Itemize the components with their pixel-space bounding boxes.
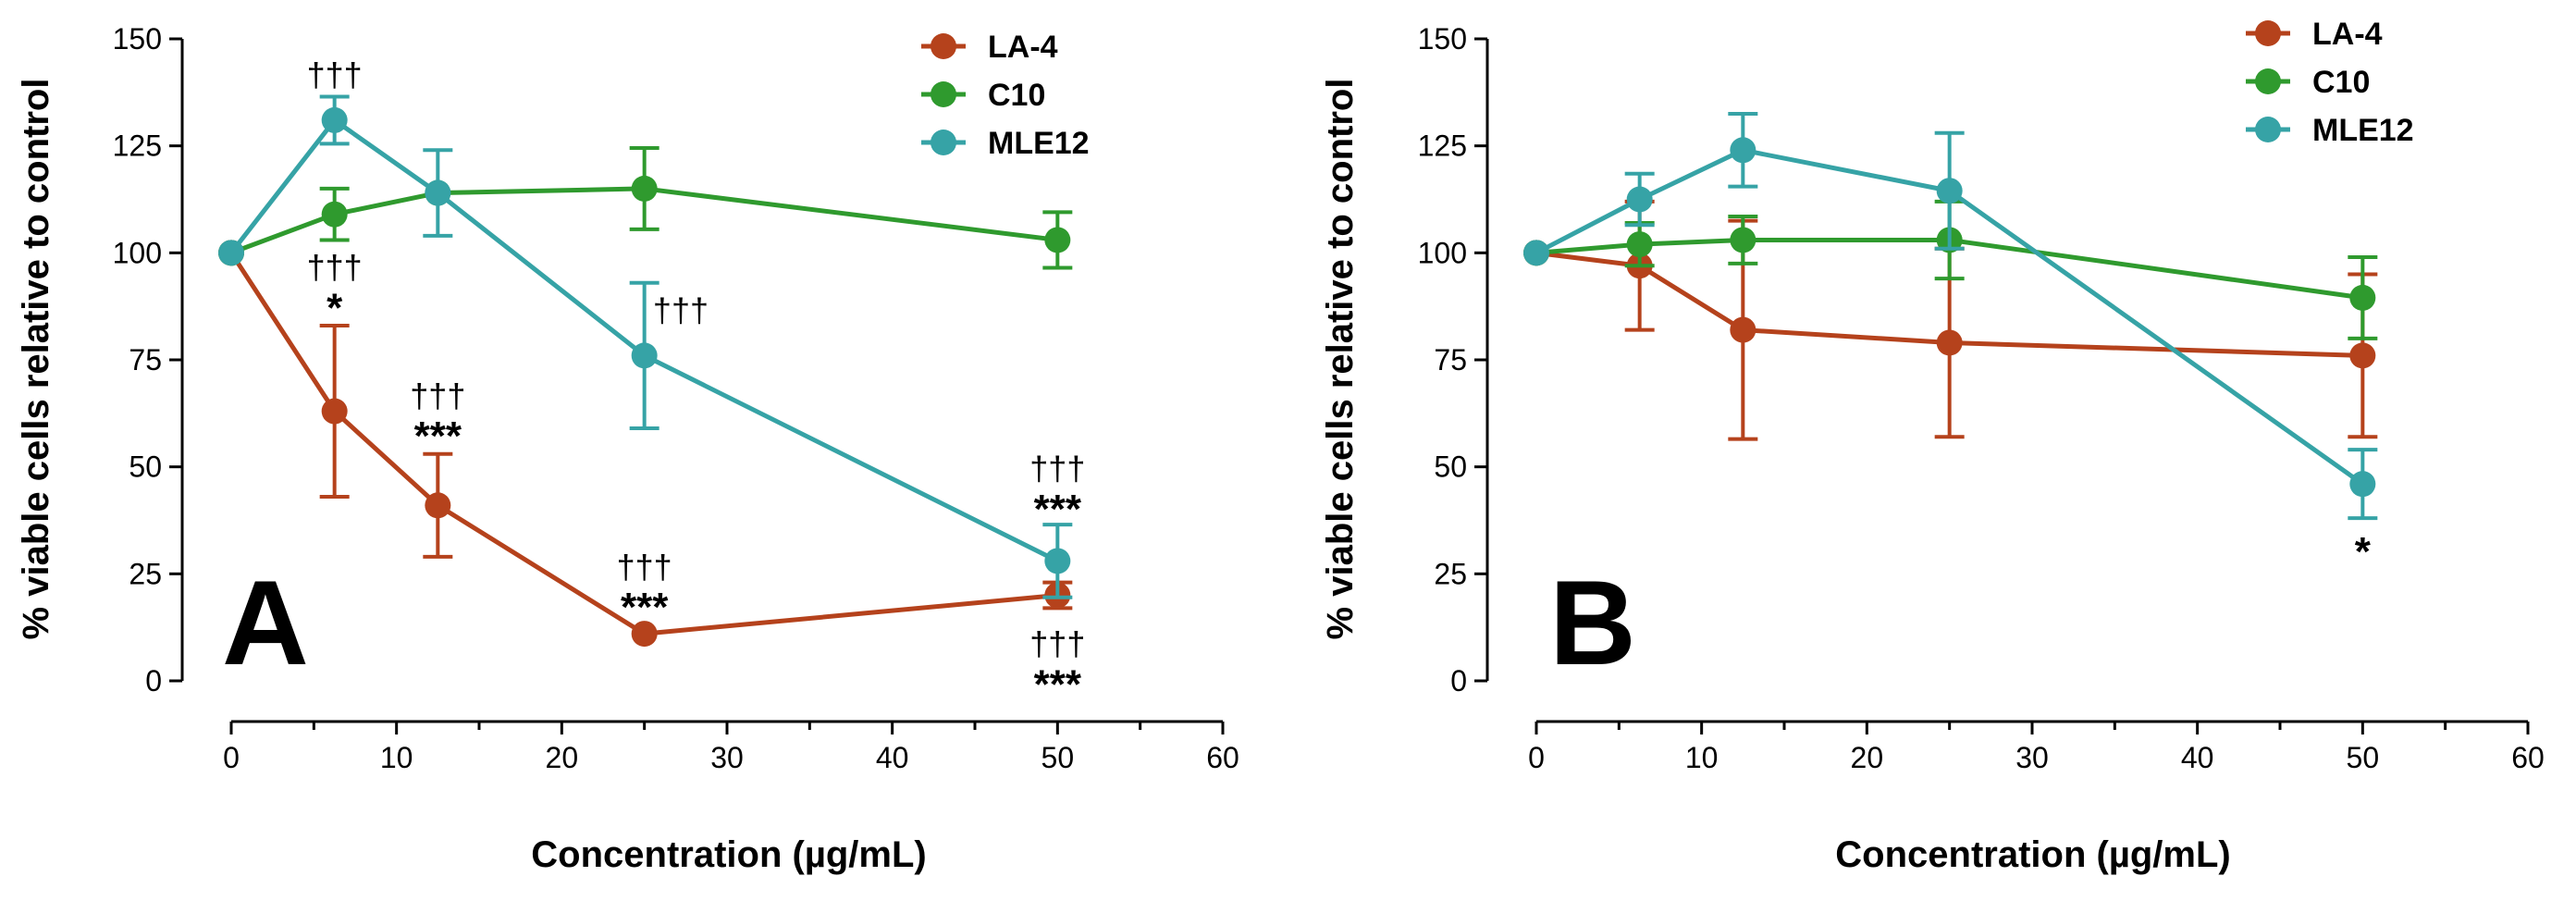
panel-a-point-la-4 <box>425 492 451 519</box>
panel-b-x-tick-label: 60 <box>2511 741 2545 774</box>
panel-a-legend-item-mle12: MLE12 <box>921 126 1090 161</box>
panel-a-point-mle12 <box>218 240 244 266</box>
panel-b-y-tick-label: 25 <box>1434 557 1467 590</box>
panel-a-x-tick-label: 50 <box>1041 741 1075 774</box>
panel-a-significance-dagger: ††† <box>1029 450 1085 488</box>
panel-a-series-mle12 <box>218 94 1073 599</box>
panel-b-y-axis-title: % viable cells relative to control <box>1320 79 1361 640</box>
panel-b-x-tick-label: 50 <box>2347 741 2380 774</box>
panel-a-point-c10 <box>321 201 348 228</box>
panel-a-significance-dagger: ††† <box>617 548 672 586</box>
panel-a-y-tick-label: 150 <box>113 22 162 56</box>
panel-b-point-la-4 <box>1936 329 1963 356</box>
panel-a-y-tick-label: 100 <box>113 236 162 269</box>
panel-b-y-tick-label: 125 <box>1418 130 1467 163</box>
panel-b-point-la-4 <box>1730 316 1756 343</box>
panel-a-x-tick-label: 10 <box>380 741 413 774</box>
panel-a-y-tick-label: 75 <box>129 343 162 376</box>
panel-b-legend: LA-4 C10 MLE12 <box>2246 17 2414 148</box>
svg-text:LA-4: LA-4 <box>988 30 1058 65</box>
panel-b-legend-item-mle12: MLE12 <box>2246 113 2414 148</box>
panel-a-significance-star: *** <box>621 585 669 630</box>
panel-a-x-axis-title: Concentration (µg/mL) <box>531 834 926 875</box>
panel-b-legend-item-c10: C10 <box>2246 65 2370 100</box>
panel-b-series <box>1523 111 2378 521</box>
svg-text:LA-4: LA-4 <box>2312 17 2383 52</box>
panel-a-point-la-4 <box>631 621 658 648</box>
panel-b-annotations: * <box>2355 529 2372 574</box>
panel-b-y-tick-label: 100 <box>1418 236 1467 269</box>
panel-b-point-c10 <box>1730 227 1756 253</box>
panel-b-legend-item-la-4: LA-4 <box>2246 17 2383 52</box>
panel-a-x-tick-label: 60 <box>1206 741 1239 774</box>
panel-a-significance-star: * <box>327 285 343 330</box>
panel-a-y-tick-label: 0 <box>145 664 162 697</box>
panel-a-significance-dagger: ††† <box>410 376 465 414</box>
panel-a-point-c10 <box>631 175 658 202</box>
panel-a-significance-dagger: ††† <box>653 290 709 328</box>
panel-a-point-la-4 <box>321 398 348 425</box>
panel-b-point-mle12 <box>2349 471 2376 498</box>
panel-b-x-tick-label: 10 <box>1685 741 1719 774</box>
panel-a-y-tick-label: 50 <box>129 450 162 484</box>
panel-a-significance-star: *** <box>414 413 462 459</box>
panel-b-y-tick-label: 75 <box>1434 343 1467 376</box>
panel-b-point-mle12 <box>1626 186 1653 213</box>
panel-a-significance-dagger: ††† <box>307 56 363 93</box>
panel-a-y-axis-title: % viable cells relative to control <box>16 79 56 640</box>
panel-b-x-axis-title: Concentration (µg/mL) <box>1835 834 2230 875</box>
panel-a-point-c10 <box>1044 227 1071 253</box>
panel-b-point-c10 <box>1626 231 1653 258</box>
panel-b-series-mle12 <box>1523 111 2378 521</box>
svg-text:MLE12: MLE12 <box>988 126 1090 161</box>
panel-a-x-tick-label: 0 <box>223 741 240 774</box>
panel-a-x-tick-label: 20 <box>546 741 579 774</box>
panel-b: 0 25 50 75 100 125 150 0 10 20 30 40 50 60 * LA-4 C10 M… <box>1320 17 2545 875</box>
svg-text:C10: C10 <box>988 78 1045 113</box>
svg-text:C10: C10 <box>2312 65 2370 100</box>
panel-b-axes: 0 25 50 75 100 125 150 0 10 20 30 40 50 60 <box>1418 22 2545 774</box>
panel-a-y-tick-label: 25 <box>129 557 162 590</box>
panel-b-x-tick-label: 40 <box>2181 741 2214 774</box>
panel-b-y-tick-label: 50 <box>1434 450 1467 484</box>
svg-text:MLE12: MLE12 <box>2312 113 2414 148</box>
panel-b-point-mle12 <box>1936 178 1963 204</box>
panel-b-letter: B <box>1549 555 1636 690</box>
panel-a-y-tick-label: 125 <box>113 130 162 163</box>
panel-a-point-mle12 <box>321 106 348 133</box>
panel-a-letter: A <box>222 555 309 690</box>
panel-a-x-tick-label: 30 <box>710 741 744 774</box>
panel-b-point-c10 <box>2349 284 2376 311</box>
panel-a-point-mle12 <box>1044 548 1071 574</box>
panel-a-significance-star: *** <box>1034 662 1082 708</box>
panel-b-x-tick-label: 20 <box>1851 741 1884 774</box>
panel-a-x-tick-label: 40 <box>876 741 909 774</box>
panel-b-point-la-4 <box>2349 342 2376 369</box>
panel-a-series <box>218 94 1073 648</box>
panel-b-y-tick-label: 0 <box>1450 664 1467 697</box>
panel-a-significance-dagger: ††† <box>307 248 363 286</box>
panel-b-point-mle12 <box>1730 137 1756 164</box>
panel-a-legend-item-la-4: LA-4 <box>921 30 1058 65</box>
panel-a-significance-star: *** <box>1034 487 1082 532</box>
panel-b-significance-star: * <box>2355 529 2372 574</box>
panel-b-x-tick-label: 0 <box>1528 741 1545 774</box>
panel-a-axes: 0 25 50 75 100 125 150 0 10 20 30 40 50 60 <box>113 22 1239 774</box>
panel-b-y-tick-label: 150 <box>1418 22 1467 56</box>
panel-b-point-mle12 <box>1523 240 1549 266</box>
panel-a-point-mle12 <box>631 342 658 369</box>
panel-a-point-mle12 <box>425 179 451 206</box>
panel-a-legend-item-c10: C10 <box>921 78 1045 113</box>
panel-a-legend: LA-4 C10 MLE12 <box>921 30 1090 161</box>
panel-b-x-tick-label: 30 <box>2015 741 2049 774</box>
panel-a-significance-dagger: ††† <box>1029 624 1085 662</box>
panel-a-annotations: ††††††*†††***††††††***†††***†††*** <box>307 56 1086 708</box>
